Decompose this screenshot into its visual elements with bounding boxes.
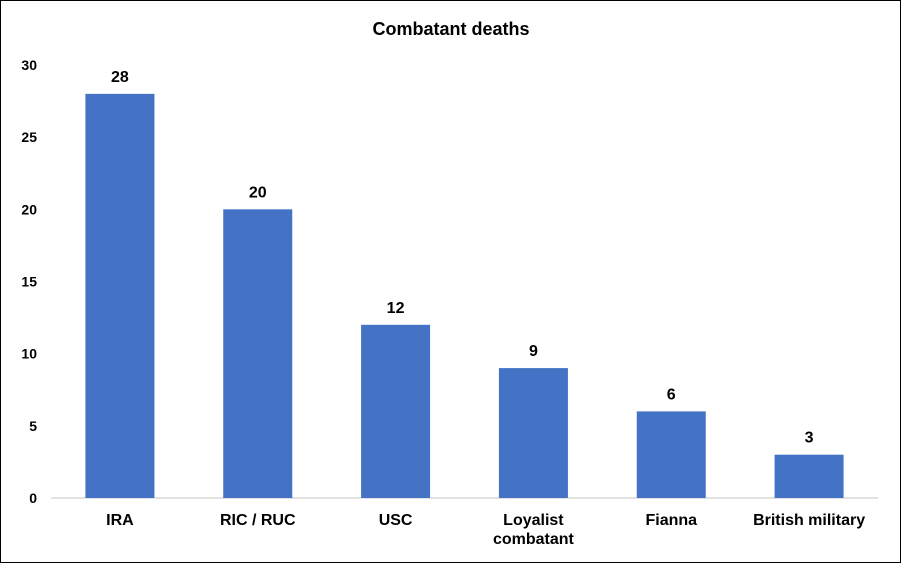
bar (85, 93, 155, 498)
data-label: 20 (249, 184, 267, 201)
bar (498, 368, 568, 498)
data-label: 9 (529, 343, 538, 360)
category-label: RIC / RUC (220, 512, 296, 529)
data-label: 3 (805, 430, 814, 447)
y-tick-label: 25 (21, 129, 37, 145)
y-tick-label: 20 (21, 201, 37, 217)
category-labels: IRA RIC / RUC USC Loyalist combatant Fianna Br… (106, 512, 865, 548)
category-label: British military (753, 512, 865, 529)
chart-title: Combatant deaths (372, 19, 529, 39)
category-label: USC (379, 512, 413, 529)
bar (774, 454, 844, 498)
y-tick-label: 10 (21, 346, 37, 362)
y-tick-label: 0 (29, 490, 37, 506)
bar (361, 324, 431, 498)
y-axis-ticks: 0 5 10 15 20 25 30 (21, 57, 37, 506)
bars (85, 93, 844, 499)
data-label: 6 (667, 386, 676, 403)
category-label: Loyalist combatant (493, 512, 575, 548)
category-label: IRA (106, 512, 134, 529)
data-label: 28 (111, 69, 129, 86)
y-tick-label: 15 (21, 274, 37, 290)
data-labels: 28 20 12 9 6 3 (111, 69, 814, 447)
data-label: 12 (387, 300, 405, 317)
category-label: Fianna (645, 512, 697, 529)
bar (223, 209, 293, 499)
y-tick-label: 30 (21, 57, 37, 73)
bar (636, 411, 706, 498)
y-tick-label: 5 (29, 418, 37, 434)
